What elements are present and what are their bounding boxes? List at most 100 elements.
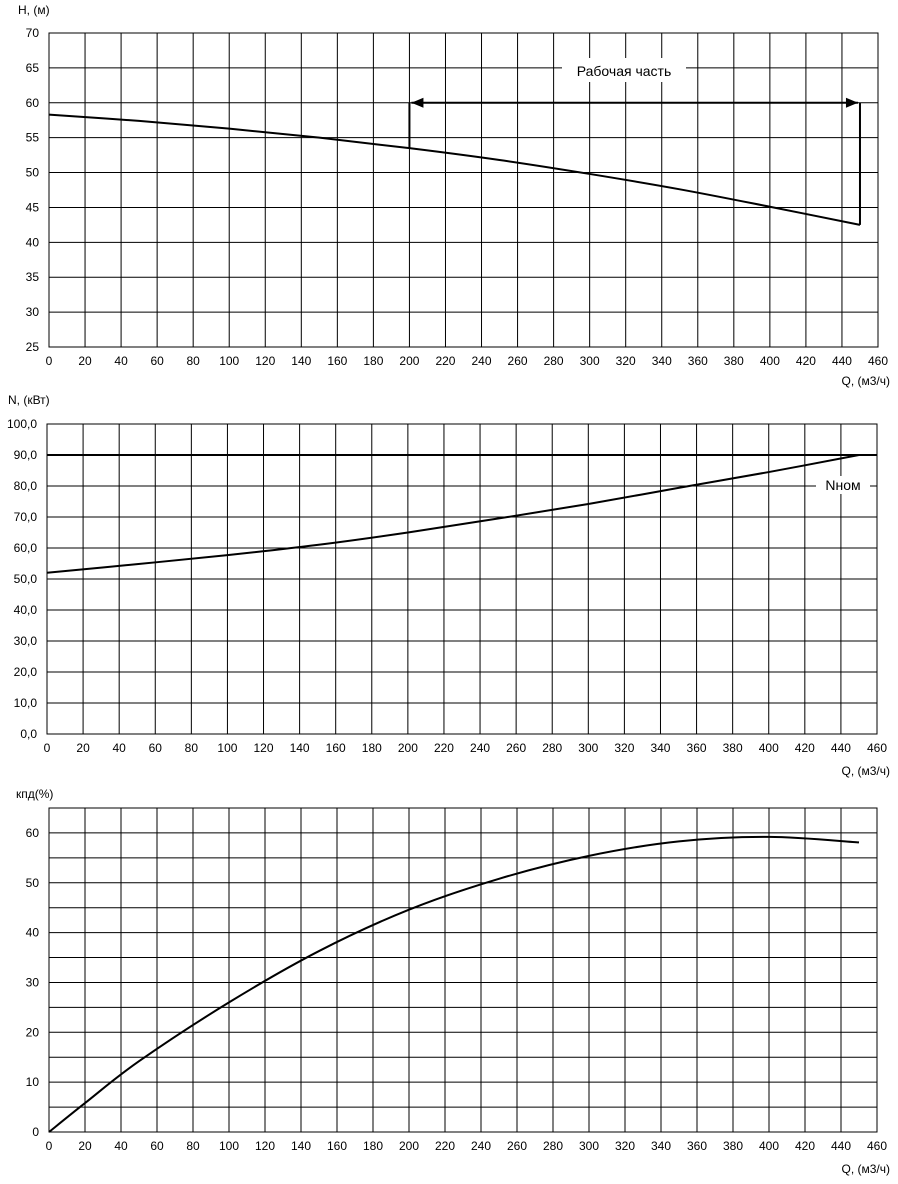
x-tick-label: 40 [112, 741, 126, 755]
x-tick-label: 400 [759, 741, 779, 755]
x-tick-label: 460 [868, 354, 888, 368]
y-tick-label: 30,0 [14, 634, 38, 648]
x-tick-label: 240 [470, 741, 490, 755]
y-tick-label: 60 [26, 826, 40, 840]
x-axis-label: Q, (м3/ч) [841, 374, 890, 388]
y-tick-label: 0 [32, 1125, 39, 1139]
x-tick-label: 0 [44, 741, 51, 755]
x-axis-label: Q, (м3/ч) [841, 764, 890, 778]
x-tick-label: 40 [114, 354, 128, 368]
x-tick-label: 240 [471, 1139, 491, 1153]
x-tick-label: 300 [579, 1139, 599, 1153]
x-tick-label: 380 [723, 741, 743, 755]
series-line [46, 454, 860, 574]
x-tick-label: 400 [760, 354, 780, 368]
range-label-bg [562, 58, 686, 82]
x-tick-label: 40 [114, 1139, 128, 1153]
x-tick-label: 120 [254, 741, 274, 755]
x-tick-label: 200 [399, 354, 419, 368]
x-tick-label: 280 [544, 354, 564, 368]
nominal-power-label: Nном [825, 477, 860, 493]
y-tick-label: 0,0 [20, 727, 37, 741]
plot-frame [48, 807, 878, 1133]
x-tick-label: 420 [796, 354, 816, 368]
x-tick-label: 300 [578, 741, 598, 755]
x-tick-label: 100 [217, 741, 237, 755]
series-line [48, 835, 860, 1133]
x-tick-label: 140 [291, 1139, 311, 1153]
y-tick-label: 40,0 [14, 603, 38, 617]
x-tick-label: 20 [76, 741, 90, 755]
y-tick-label: 60,0 [14, 541, 38, 555]
x-tick-label: 340 [652, 354, 672, 368]
x-tick-label: 300 [580, 354, 600, 368]
efficiency-chart: 0 20 40 60 80 100 120 140 160 180 200 220 240 260 280 3… [16, 787, 890, 1176]
power-chart: 0 20 40 60 80 100 120 140 160 180 200 220 240 260 280 3… [7, 393, 890, 778]
x-tick-label: 240 [472, 354, 492, 368]
x-tick-label: 360 [688, 354, 708, 368]
plot-frame [46, 423, 878, 735]
x-tick-label: 60 [150, 1139, 164, 1153]
x-tick-label: 380 [724, 354, 744, 368]
y-tick-label: 70,0 [14, 510, 38, 524]
y-tick-label: 40 [26, 235, 40, 249]
x-tick-label: 400 [759, 1139, 779, 1153]
y-tick-label: 50 [26, 166, 40, 180]
x-tick-label: 80 [185, 741, 199, 755]
y-tick-label: 70 [26, 26, 40, 40]
x-tick-label: 120 [255, 354, 275, 368]
x-tick-label: 340 [650, 741, 670, 755]
x-tick-label: 140 [290, 741, 310, 755]
x-tick-label: 320 [614, 741, 634, 755]
x-tick-label: 180 [362, 741, 382, 755]
x-tick-label: 160 [327, 354, 347, 368]
x-tick-label: 340 [651, 1139, 671, 1153]
x-tick-label: 220 [434, 741, 454, 755]
x-tick-label: 460 [867, 741, 887, 755]
x-tick-label: 200 [398, 741, 418, 755]
y-tick-label: 65 [26, 61, 40, 75]
x-tick-label: 460 [867, 1139, 887, 1153]
y-tick-label: 40 [26, 926, 40, 940]
x-tick-label: 260 [506, 741, 526, 755]
x-tick-label: 320 [616, 354, 636, 368]
x-tick-label: 0 [46, 1139, 53, 1153]
x-tick-label: 100 [219, 1139, 239, 1153]
x-tick-label: 420 [795, 1139, 815, 1153]
y-tick-label: 80,0 [14, 479, 38, 493]
y-tick-label: 90,0 [14, 448, 38, 462]
y-axis-label: H, (м) [18, 3, 50, 17]
y-tick-label: 25 [26, 340, 40, 354]
x-tick-label: 440 [831, 741, 851, 755]
x-tick-label: 80 [186, 354, 200, 368]
range-arrow-head-right [845, 97, 858, 108]
y-tick-label: 30 [26, 975, 40, 989]
x-tick-label: 100 [219, 354, 239, 368]
head-chart: 0 20 40 60 80 100 120 140 160 180 200 220 240 260 280 3… [18, 3, 890, 388]
x-tick-label: 120 [255, 1139, 275, 1153]
x-tick-label: 20 [78, 1139, 92, 1153]
x-tick-label: 20 [78, 354, 92, 368]
y-tick-label: 10 [26, 1075, 40, 1089]
x-tick-label: 360 [687, 1139, 707, 1153]
y-tick-label: 60 [26, 96, 40, 110]
y-tick-label: 50,0 [14, 572, 38, 586]
x-axis-label: Q, (м3/ч) [841, 1162, 890, 1176]
y-tick-label: 50 [26, 876, 40, 890]
y-tick-label: 100,0 [7, 417, 37, 431]
y-tick-label: 20,0 [14, 665, 38, 679]
x-tick-label: 160 [326, 741, 346, 755]
range-label: Рабочая часть [577, 63, 672, 79]
x-tick-label: 220 [435, 354, 455, 368]
x-tick-label: 220 [435, 1139, 455, 1153]
plot-frame [48, 32, 879, 348]
x-tick-label: 200 [399, 1139, 419, 1153]
x-tick-label: 0 [46, 354, 53, 368]
x-tick-label: 320 [615, 1139, 635, 1153]
x-tick-label: 160 [327, 1139, 347, 1153]
x-tick-label: 140 [291, 354, 311, 368]
y-tick-label: 35 [26, 270, 40, 284]
x-tick-label: 420 [795, 741, 815, 755]
y-axis-label: кпд(%) [16, 787, 53, 801]
x-tick-label: 180 [363, 354, 383, 368]
